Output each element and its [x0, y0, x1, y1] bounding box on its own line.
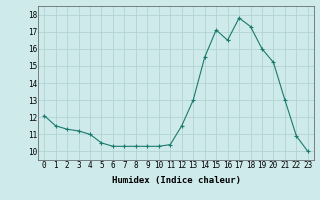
X-axis label: Humidex (Indice chaleur): Humidex (Indice chaleur): [111, 176, 241, 185]
